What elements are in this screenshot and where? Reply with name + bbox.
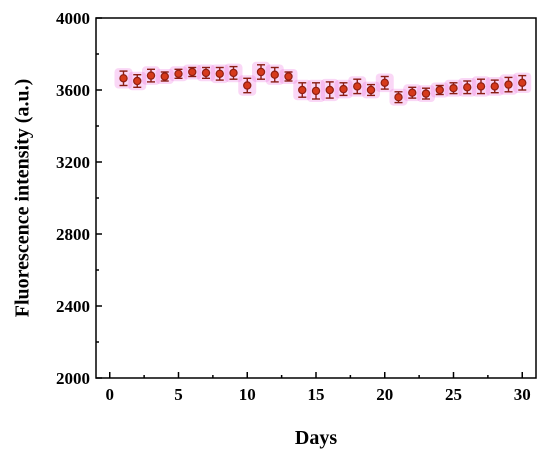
- data-point-group: [293, 79, 312, 101]
- data-point-group: [114, 68, 133, 89]
- data-point-group: [210, 64, 229, 84]
- data-point: [201, 68, 211, 78]
- data-point-group: [224, 63, 243, 83]
- x-tick-label: 25: [445, 385, 462, 404]
- data-point: [463, 83, 472, 92]
- data-point: [174, 69, 183, 79]
- data-point-group: [252, 61, 270, 83]
- data-point-group: [238, 75, 257, 96]
- data-point-group: [362, 81, 380, 99]
- plot-area: [114, 61, 532, 106]
- y-tick-label: 2800: [56, 225, 90, 244]
- x-axis-title: Days: [295, 427, 337, 449]
- data-point: [353, 82, 362, 91]
- data-point: [380, 78, 389, 88]
- data-point: [284, 72, 293, 81]
- data-point-group: [307, 79, 325, 102]
- data-point: [504, 80, 513, 89]
- data-point-group: [417, 85, 435, 102]
- data-point: [270, 70, 279, 79]
- data-point-group: [403, 84, 422, 102]
- data-point-group: [485, 77, 504, 96]
- y-tick-label: 4000: [56, 9, 90, 28]
- data-point-group: [279, 69, 298, 84]
- data-point: [435, 85, 444, 95]
- data-point: [256, 67, 266, 77]
- data-point-group: [183, 64, 202, 80]
- x-tick-label: 20: [376, 385, 393, 404]
- data-point-group: [389, 88, 408, 106]
- data-point: [160, 72, 169, 81]
- data-point: [421, 89, 431, 98]
- data-point: [119, 74, 128, 83]
- axes: 0 5 10 15 20 25 30 2000 2400 2800 3200 3600 4000: [56, 9, 537, 404]
- data-point-group: [142, 66, 160, 85]
- data-point-group: [265, 64, 284, 85]
- y-axis-title: Fluorescence intensity (a.u.): [12, 79, 34, 318]
- x-tick-label: 15: [308, 385, 325, 404]
- data-point: [518, 78, 527, 88]
- data-point: [243, 81, 252, 90]
- data-point-group: [444, 79, 463, 97]
- data-point: [476, 82, 486, 91]
- data-point-group: [334, 79, 353, 99]
- data-point-group: [458, 78, 477, 97]
- data-point: [188, 67, 197, 77]
- data-point-group: [155, 69, 174, 84]
- data-point-group: [513, 72, 532, 93]
- data-point-group: [499, 74, 518, 95]
- data-point: [146, 71, 156, 80]
- y-tick-label: 2400: [56, 297, 90, 316]
- data-point-group: [128, 71, 147, 91]
- data-point: [449, 83, 458, 93]
- data-point-group: [169, 66, 188, 82]
- data-point: [311, 86, 321, 96]
- data-point-group: [430, 82, 449, 98]
- data-point-group: [197, 64, 215, 82]
- x-tick-label: 0: [106, 385, 115, 404]
- data-point: [215, 69, 224, 79]
- data-point-group: [472, 76, 490, 97]
- data-point: [408, 88, 417, 97]
- data-point: [490, 82, 499, 91]
- data-point: [133, 76, 142, 86]
- y-tick-label: 3600: [56, 81, 90, 100]
- y-tick-label: 3200: [56, 153, 90, 172]
- y-tick-label: 2000: [56, 369, 90, 388]
- data-point: [298, 85, 307, 95]
- data-point-group: [348, 76, 367, 97]
- data-point-group: [375, 73, 394, 93]
- data-point: [366, 85, 376, 95]
- data-point: [339, 84, 348, 94]
- x-tick-label: 30: [514, 385, 531, 404]
- x-tick-label: 10: [239, 385, 256, 404]
- x-tick-label: 5: [174, 385, 183, 404]
- data-point-group: [320, 78, 339, 102]
- data-point: [394, 92, 403, 102]
- data-point: [229, 68, 238, 78]
- data-point: [325, 85, 334, 95]
